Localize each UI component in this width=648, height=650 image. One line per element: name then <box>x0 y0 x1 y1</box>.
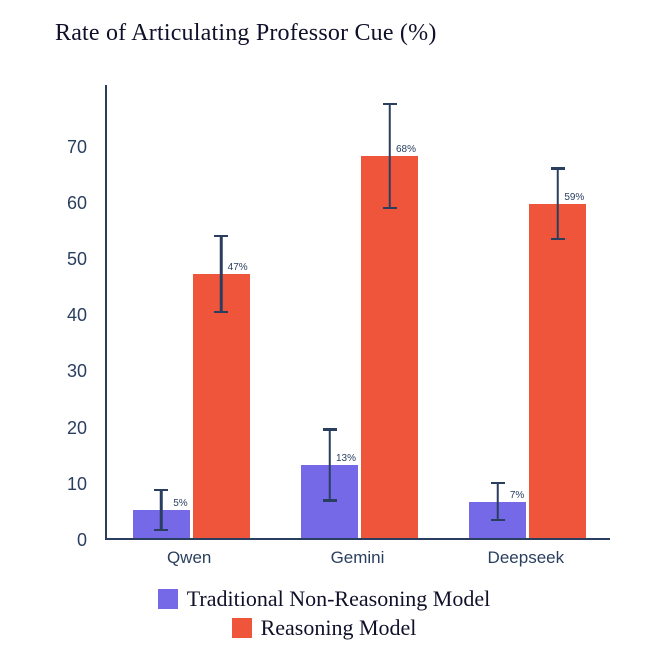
bar-value-label: 5% <box>173 497 188 509</box>
y-tick-label: 60 <box>66 192 87 213</box>
y-tick-label: 50 <box>66 249 87 270</box>
y-tick-label: 10 <box>66 473 87 494</box>
y-tick-label: 0 <box>76 530 87 550</box>
x-tick-label: Gemini <box>330 548 385 567</box>
error-bar <box>154 488 169 532</box>
chart-title: Rate of Articulating Professor Cue (%) <box>55 20 437 46</box>
legend-swatch-reasoning <box>231 618 252 638</box>
legend-label-traditional: Traditional Non-Reasoning Model <box>186 586 491 611</box>
legend-swatch-traditional <box>157 589 178 609</box>
error-bar-stem <box>328 428 331 502</box>
legend-label-reasoning: Reasoning Model <box>260 615 417 640</box>
legend-item-reasoning: Reasoning Model <box>231 615 417 641</box>
error-bar-cap <box>550 237 565 241</box>
x-tick-label: Deepseek <box>487 548 565 567</box>
error-bar-stem <box>556 167 560 241</box>
error-bar <box>214 234 229 314</box>
error-bar-stem <box>496 481 500 522</box>
error-bar <box>382 102 397 210</box>
error-bar-cap <box>490 518 505 522</box>
x-tick-label: Qwen <box>166 548 212 567</box>
legend-item-traditional: Traditional Non-Reasoning Model <box>157 586 491 612</box>
error-bar-stem <box>219 234 223 314</box>
bar-value-label: 68% <box>395 144 416 156</box>
bar-gemini-series-1 <box>361 156 418 538</box>
bar-qwen-series-1 <box>192 274 250 538</box>
y-tick-label: 30 <box>66 361 87 382</box>
y-tick-label: 20 <box>66 417 87 438</box>
error-bar-stem <box>388 102 391 210</box>
error-bar <box>490 481 505 522</box>
bar-value-label: 7% <box>509 489 525 501</box>
error-bar-cap <box>214 310 229 314</box>
bar-deepseek-series-1 <box>529 203 587 538</box>
y-axis-labels: 0 10 20 30 40 50 60 70 <box>0 85 97 550</box>
error-bar <box>322 428 337 502</box>
bar-value-label: 59% <box>564 191 585 203</box>
y-tick-label: 70 <box>66 136 87 157</box>
y-tick-label: 40 <box>66 305 87 326</box>
bar-value-label: 47% <box>227 262 248 273</box>
error-bar-cap <box>382 206 397 210</box>
plot-area: 5% 47% 13% 68% 7% 59% <box>105 85 610 540</box>
bar-value-label: 13% <box>335 452 356 464</box>
error-bar-stem <box>159 488 163 532</box>
x-axis-labels: Qwen Gemini Deepseek <box>105 548 610 572</box>
legend: Traditional Non-Reasoning Model Reasonin… <box>0 586 648 641</box>
error-bar-cap <box>322 499 337 502</box>
error-bar <box>550 167 565 241</box>
error-bar-cap <box>154 528 169 532</box>
